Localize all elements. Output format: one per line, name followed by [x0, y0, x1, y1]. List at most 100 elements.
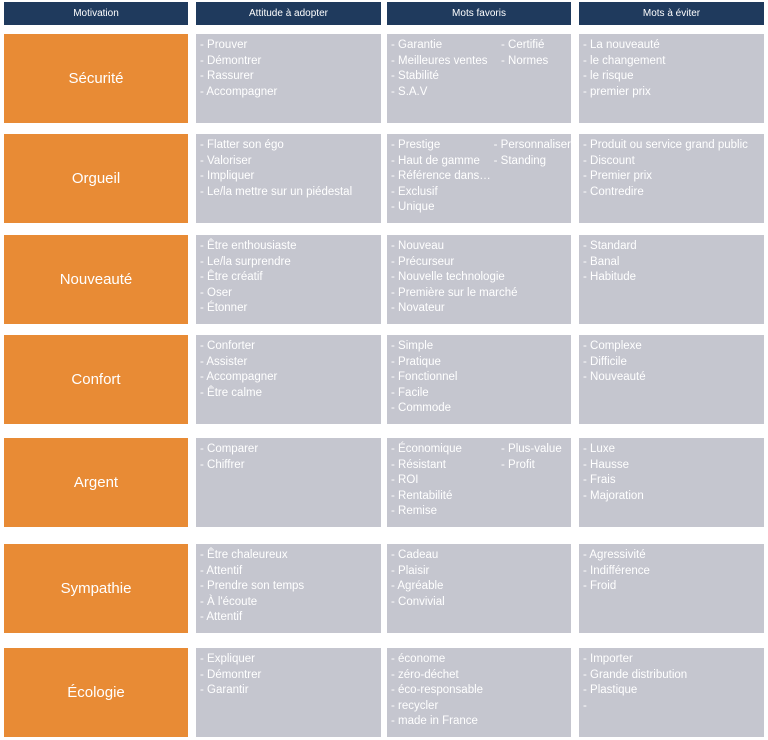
mot-favori-item: - Haut de gamme: [391, 154, 480, 167]
motivation-cell: Orgueil: [4, 134, 188, 223]
mot-favori-item: - Plus-value: [501, 443, 562, 455]
mot-a-eviter-item: - Agressivité: [583, 549, 646, 561]
attitude-item: - Étonner: [200, 302, 248, 314]
attitude-item: - Expliquer: [200, 653, 255, 665]
mot-favori-item: - Profit: [501, 458, 535, 471]
attitude-item: - Conforter: [200, 340, 255, 352]
mot-favori-item: - Personnaliser: [493, 139, 571, 151]
attitude-item: - Flatter son égo: [200, 139, 284, 151]
attitude-item: - Comparer: [200, 443, 259, 455]
mot-a-eviter-item: - Discount: [583, 154, 635, 167]
mots-a-eviter-cell: - Importer - Grande distribution - Plastiq…: [579, 648, 764, 737]
header-attitude: Attitude à adopter: [196, 2, 381, 25]
attitude-item: - Attentif: [200, 564, 243, 577]
mots-favoris-cell: - Économique - Résistant - ROI - Rentabilit…: [387, 438, 571, 527]
mot-favori-item: - Meilleures ventes: [391, 54, 488, 67]
mots-favoris-column: - Plus-value - Profit: [501, 442, 571, 520]
mots-a-eviter-cell: - Agressivité - Indifférence - Froid: [579, 544, 764, 633]
mot-favori-item: - Rentabilité: [391, 489, 453, 502]
mot-favori-item: - économe: [391, 653, 446, 665]
mot-a-eviter-item: - Majoration: [583, 489, 644, 502]
mot-favori-item: - Référence dans…: [391, 170, 491, 182]
mot-favori-item: - éco-responsable: [391, 684, 484, 696]
mot-a-eviter-item: - Habitude: [583, 271, 637, 283]
mot-a-eviter-item: - Luxe: [583, 443, 615, 455]
attitude-cell: - Expliquer - Démontrer - Garantir: [196, 648, 381, 737]
mots-favoris-columns: - Prestige - Haut de gamme - Référence dan…: [391, 138, 571, 216]
mot-favori-item: - Résistant: [391, 458, 446, 471]
mot-a-eviter-item: - Froid: [583, 580, 617, 592]
mot-favori-item: - Stabilité: [391, 70, 439, 82]
attitude-item: - Accompagner: [200, 371, 278, 383]
mot-favori-item: - recycler: [391, 699, 439, 712]
mot-favori-item: - Prestige: [391, 139, 441, 151]
header-mots-a-eviter: Mots à éviter: [579, 2, 764, 25]
mot-a-eviter-item: - Standard: [583, 240, 637, 252]
attitude-cell: - Comparer - Chiffrer: [196, 438, 381, 527]
mots-a-eviter-cell: - La nouveauté - le changement - le risque…: [579, 34, 764, 123]
attitude-item: - À l'écoute: [200, 595, 258, 608]
motivation-cell: Sécurité: [4, 34, 188, 123]
mot-favori-item: - ROI: [391, 474, 419, 486]
mot-favori-item: - Agréable: [391, 580, 444, 592]
mot-a-eviter-item: - La nouveauté: [583, 39, 660, 51]
mots-favoris-cell: - Prestige - Haut de gamme - Référence dan…: [387, 134, 571, 223]
motivation-cell: Argent: [4, 438, 188, 527]
mot-favori-item: - Nouveau: [391, 240, 445, 252]
mot-favori-item: - Simple: [391, 340, 434, 352]
attitude-item: - Être calme: [200, 386, 262, 399]
mot-a-eviter-item: - Produit ou service grand public: [583, 139, 748, 151]
mot-favori-item: - Exclusif: [391, 185, 438, 198]
attitude-item: - Garantir: [200, 684, 249, 696]
motivation-cell: Nouveauté: [4, 235, 188, 324]
attitude-cell: - Être enthousiaste - Le/la surprendre - Ê…: [196, 235, 381, 324]
mot-favori-item: - Facile: [391, 386, 429, 399]
mots-favoris-column: - Personnaliser - Standing: [494, 138, 571, 216]
mot-a-eviter-item: - Hausse: [583, 458, 630, 471]
mot-favori-item: - Standing: [493, 154, 547, 167]
mot-a-eviter-item: - le changement: [583, 54, 666, 67]
header-mots-favoris: Mots favoris: [387, 2, 571, 25]
attitude-item: - Oser: [200, 286, 232, 299]
mots-a-eviter-cell: - Standard - Banal - Habitude: [579, 235, 764, 324]
mot-favori-item: - Fonctionnel: [391, 371, 458, 383]
attitude-item: - Prendre son temps: [200, 580, 305, 592]
mots-favoris-columns: - Garantie - Meilleures ventes - Stabilité…: [391, 38, 571, 100]
attitude-item: - Chiffrer: [200, 458, 245, 471]
mot-a-eviter-item: - Grande distribution: [583, 668, 688, 681]
mot-a-eviter-item: - Premier prix: [583, 170, 653, 182]
mot-favori-item: - Commode: [391, 402, 452, 414]
mots-a-eviter-cell: - Luxe - Hausse - Frais - Majoration: [579, 438, 764, 527]
mots-favoris-column: - Prestige - Haut de gamme - Référence dan…: [391, 138, 494, 216]
attitude-item: - Démontrer: [200, 54, 262, 67]
mots-favoris-column: - Certifié - Normes: [501, 38, 571, 100]
mot-a-eviter-item: - Plastique: [583, 684, 638, 696]
mots-favoris-cell: - Garantie - Meilleures ventes - Stabilité…: [387, 34, 571, 123]
mot-favori-item: - Garantie: [391, 39, 443, 51]
attitude-cell: - Prouver - Démontrer - Rassurer - Accompag…: [196, 34, 381, 123]
mot-favori-item: - Normes: [501, 54, 549, 67]
attitude-item: - Être enthousiaste: [200, 240, 297, 252]
attitude-item: - Valoriser: [200, 154, 252, 167]
mot-a-eviter-item: - Difficile: [583, 355, 627, 368]
attitude-item: - Attentif: [200, 611, 243, 623]
mot-a-eviter-item: -: [583, 699, 587, 712]
mot-favori-item: - Économique: [391, 443, 462, 455]
mot-favori-item: - Plaisir: [391, 564, 430, 577]
mots-favoris-cell: - Cadeau - Plaisir - Agréable - Convivial: [387, 544, 571, 633]
attitude-cell: - Conforter - Assister - Accompagner - Être…: [196, 335, 381, 424]
mot-favori-item: - Précurseur: [391, 255, 455, 268]
mots-favoris-cell: - Nouveau - Précurseur - Nouvelle technolo…: [387, 235, 571, 324]
mot-a-eviter-item: - Indifférence: [583, 564, 650, 577]
mot-a-eviter-item: - Frais: [583, 474, 616, 486]
mot-favori-item: - Remise: [391, 505, 438, 517]
mot-a-eviter-item: - premier prix: [583, 85, 651, 98]
mot-a-eviter-item: - Complexe: [583, 340, 642, 352]
attitude-item: - Être chaleureux: [200, 549, 288, 561]
attitude-item: - Prouver: [200, 39, 248, 51]
mot-favori-item: - Convivial: [391, 595, 445, 608]
attitude-cell: - Être chaleureux - Attentif - Prendre son…: [196, 544, 381, 633]
mots-a-eviter-cell: - Produit ou service grand public - Disco…: [579, 134, 764, 223]
mot-favori-item: - zéro-déchet: [391, 668, 459, 681]
attitude-item: - Assister: [200, 355, 248, 368]
